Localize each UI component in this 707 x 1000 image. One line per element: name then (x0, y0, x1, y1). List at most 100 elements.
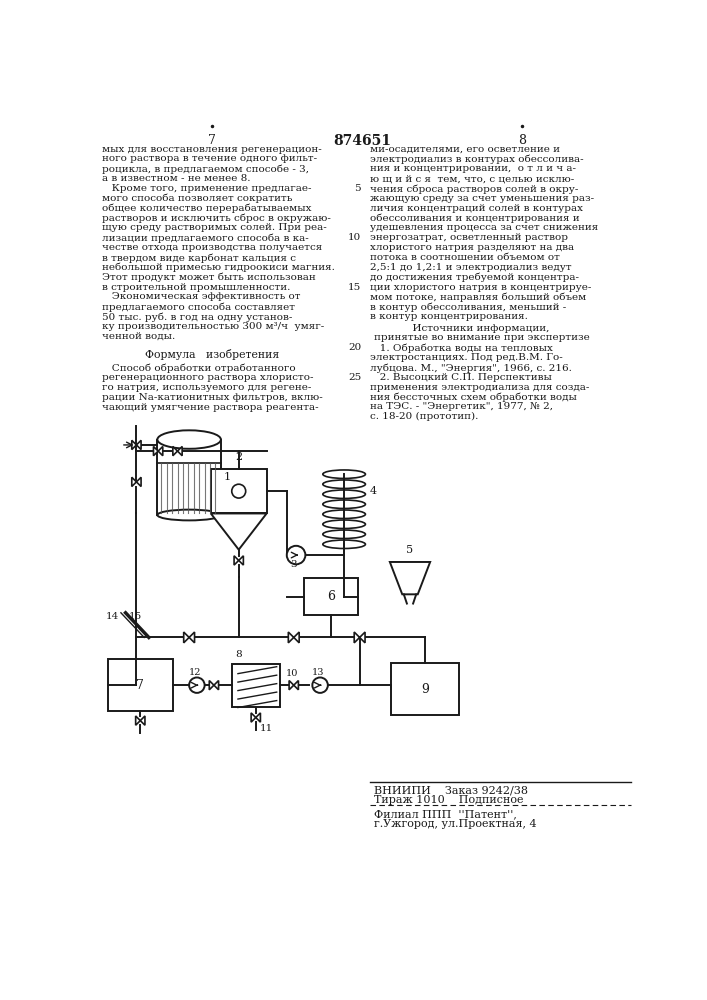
Text: 874651: 874651 (333, 134, 391, 148)
Text: лизации предлагаемого способа в ка-: лизации предлагаемого способа в ка- (103, 233, 309, 243)
Text: принятые во внимание при экспертизе: принятые во внимание при экспертизе (373, 333, 590, 342)
Text: потока в соотношении объемом от: потока в соотношении объемом от (370, 253, 559, 262)
Text: Филиал ППП  ''Патент'',: Филиал ППП ''Патент'', (373, 809, 516, 819)
Polygon shape (289, 681, 293, 690)
Circle shape (287, 546, 305, 564)
Bar (107, 659, 173, 711)
Text: регенерационного раствора хлористо-: регенерационного раствора хлористо- (103, 373, 314, 382)
Text: Тираж 1010    Подписное: Тираж 1010 Подписное (373, 795, 523, 805)
Text: в твердом виде карбонат кальция с: в твердом виде карбонат кальция с (103, 253, 296, 263)
Text: энергозатрат, осветленный раствор: энергозатрат, осветленный раствор (370, 233, 568, 242)
Text: применения электродиализа для созда-: применения электродиализа для созда- (370, 383, 589, 392)
Text: удешевления процесса за счет снижения: удешевления процесса за счет снижения (370, 223, 598, 232)
Bar (232, 664, 280, 707)
Text: г.Ужгород, ул.Проектная, 4: г.Ужгород, ул.Проектная, 4 (373, 819, 536, 829)
Bar (391, 663, 459, 715)
Polygon shape (293, 681, 298, 690)
Bar (158, 440, 221, 515)
Bar (304, 578, 358, 615)
Polygon shape (360, 632, 365, 643)
Text: 3: 3 (291, 560, 297, 569)
Text: ции хлористого натрия в концентрируе-: ции хлористого натрия в концентрируе- (370, 283, 591, 292)
Text: 5: 5 (354, 184, 361, 193)
Text: роцикла, в предлагаемом способе - 3,: роцикла, в предлагаемом способе - 3, (103, 164, 310, 174)
Text: небольшой примесью гидроокиси магния.: небольшой примесью гидроокиси магния. (103, 263, 335, 272)
Text: предлагаемого способа составляет: предлагаемого способа составляет (103, 302, 296, 312)
Text: ку производительностью 300 м³/ч  умяг-: ку производительностью 300 м³/ч умяг- (103, 322, 325, 331)
Text: 7: 7 (136, 679, 144, 692)
Text: лубцова. М., "Энергия", 1966, с. 216.: лубцова. М., "Энергия", 1966, с. 216. (370, 363, 571, 373)
Text: до достижения требуемой концентра-: до достижения требуемой концентра- (370, 273, 579, 282)
Text: с. 18-20 (прототип).: с. 18-20 (прототип). (370, 412, 478, 421)
Text: Кроме того, применение предлагае-: Кроме того, применение предлагае- (103, 184, 312, 193)
Bar (211, 469, 267, 513)
Text: честве отхода производства получается: честве отхода производства получается (103, 243, 322, 252)
Text: 8: 8 (235, 650, 243, 659)
Text: Способ обработки отработанного: Способ обработки отработанного (103, 363, 296, 373)
Text: личия концентраций солей в контурах: личия концентраций солей в контурах (370, 204, 583, 213)
Text: 9: 9 (421, 683, 428, 696)
Text: го натрия, используемого для регене-: го натрия, используемого для регене- (103, 383, 312, 392)
Polygon shape (173, 446, 177, 456)
Text: 4: 4 (369, 486, 376, 496)
Text: растворов и исключить сброс в окружаю-: растворов и исключить сброс в окружаю- (103, 214, 331, 223)
Text: Источники информации,: Источники информации, (393, 324, 549, 333)
Text: ченной воды.: ченной воды. (103, 332, 175, 341)
Text: 5: 5 (407, 545, 414, 555)
Polygon shape (184, 632, 189, 643)
Circle shape (312, 677, 328, 693)
Text: 15: 15 (348, 283, 361, 292)
Text: 2,5:1 до 1,2:1 и электродиализ ведут: 2,5:1 до 1,2:1 и электродиализ ведут (370, 263, 571, 272)
Text: 12: 12 (189, 668, 201, 677)
Text: 10: 10 (348, 233, 361, 242)
Text: электростанциях. Под ред.В.М. Го-: электростанциях. Под ред.В.М. Го- (370, 353, 563, 362)
Text: хлористого натрия разделяют на два: хлористого натрия разделяют на два (370, 243, 574, 252)
Text: 20: 20 (348, 343, 361, 352)
Polygon shape (239, 556, 243, 565)
Text: чения сброса растворов солей в окру-: чения сброса растворов солей в окру- (370, 184, 578, 194)
Text: мом потоке, направляя больший объем: мом потоке, направляя больший объем (370, 292, 586, 302)
Text: 15: 15 (129, 612, 142, 621)
Polygon shape (177, 446, 182, 456)
Polygon shape (214, 681, 218, 690)
Polygon shape (132, 440, 136, 450)
Text: Формула   изобретения: Формула изобретения (145, 349, 279, 360)
Text: мого способа позволяет сократить: мого способа позволяет сократить (103, 194, 293, 203)
Polygon shape (140, 716, 145, 725)
Text: Экономическая эффективность от: Экономическая эффективность от (103, 292, 300, 301)
Text: а в известном - не менее 8.: а в известном - не менее 8. (103, 174, 251, 183)
Text: 13: 13 (312, 668, 325, 677)
Text: ния и концентрировании,  о т л и ч а-: ния и концентрировании, о т л и ч а- (370, 164, 575, 173)
Text: Этот продукт может быть использован: Этот продукт может быть использован (103, 273, 316, 282)
Text: чающий умягчение раствора реагента-: чающий умягчение раствора реагента- (103, 403, 319, 412)
Text: ного раствора в течение одного фильт-: ного раствора в течение одного фильт- (103, 154, 317, 163)
Text: ВНИИПИ    Заказ 9242/38: ВНИИПИ Заказ 9242/38 (373, 785, 527, 795)
Polygon shape (136, 477, 141, 487)
Text: общее количество перерабатываемых: общее количество перерабатываемых (103, 204, 312, 213)
Polygon shape (209, 681, 214, 690)
Text: ю щ и й с я  тем, что, с целью исклю-: ю щ и й с я тем, что, с целью исклю- (370, 174, 574, 183)
Text: в контур обессоливания, меньший -: в контур обессоливания, меньший - (370, 302, 566, 312)
Polygon shape (234, 556, 239, 565)
Polygon shape (256, 713, 260, 722)
Text: электродиализ в контурах обессолива-: электродиализ в контурах обессолива- (370, 154, 583, 164)
Text: в контур концентрирования.: в контур концентрирования. (370, 312, 527, 321)
Text: ния бессточных схем обработки воды: ния бессточных схем обработки воды (370, 393, 577, 402)
Text: рации Na-катионитных фильтров, вклю-: рации Na-катионитных фильтров, вклю- (103, 393, 323, 402)
Text: мых для восстановления регенерацион-: мых для восстановления регенерацион- (103, 145, 322, 154)
Polygon shape (293, 632, 299, 643)
Polygon shape (136, 440, 141, 450)
Text: 2. Высоцкий С.П. Перспективы: 2. Высоцкий С.П. Перспективы (370, 373, 551, 382)
Text: 50 тыс. руб. в год на одну установ-: 50 тыс. руб. в год на одну установ- (103, 312, 293, 322)
Polygon shape (288, 632, 293, 643)
Text: 14: 14 (105, 612, 119, 621)
Text: 2: 2 (235, 452, 242, 462)
Polygon shape (251, 713, 256, 722)
Polygon shape (158, 446, 163, 456)
Polygon shape (189, 632, 194, 643)
Text: 11: 11 (259, 724, 273, 733)
Ellipse shape (158, 510, 221, 520)
Polygon shape (390, 562, 430, 594)
Text: жающую среду за счет уменьшения раз-: жающую среду за счет уменьшения раз- (370, 194, 594, 203)
Text: 6: 6 (327, 590, 335, 603)
